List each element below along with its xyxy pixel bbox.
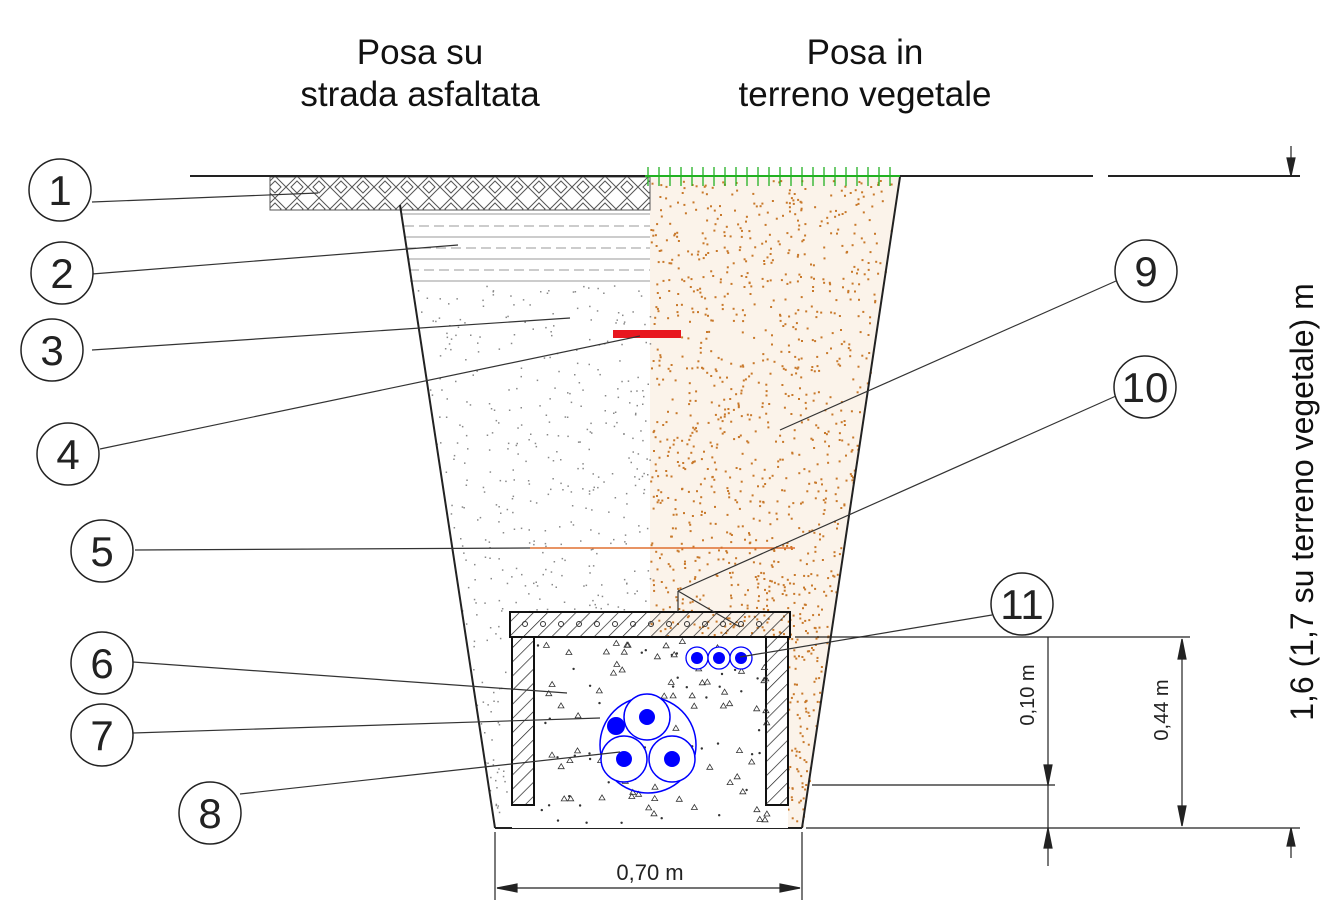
callout-7: 7: [70, 703, 134, 767]
callout-10: 10: [1113, 355, 1177, 419]
title-asphalt-line1: Posa su: [356, 33, 484, 72]
title-asphalt-road: Posa su strada asfaltata: [250, 32, 590, 116]
duct-cover-slab: [509, 611, 791, 638]
callout-label-7: 7: [90, 712, 113, 759]
dim-width-label: 0,70 m: [616, 860, 683, 885]
binder-layer: [402, 213, 650, 282]
dim-duct-height-label: 0,44 m: [1151, 679, 1173, 740]
callout-label-11: 11: [1000, 581, 1044, 628]
asphalt-layer: [269, 176, 651, 211]
callout-label-9: 9: [1134, 248, 1157, 295]
title-vegetal-line1: Posa in: [806, 33, 924, 72]
leader-lines: [91, 192, 1117, 795]
title-asphalt-line2: strada asfaltata: [300, 75, 540, 114]
grass-surface: [645, 167, 900, 186]
callout-9: 9: [1114, 239, 1178, 303]
callouts: 1 2 3 4 5 6 7 8 9 10 11: [20, 158, 1178, 845]
callout-label-3: 3: [40, 327, 63, 374]
callout-label-2: 2: [50, 250, 73, 297]
callout-5: 5: [70, 519, 134, 583]
marker-tape: [613, 330, 681, 338]
callout-11: 11: [990, 572, 1054, 636]
callout-6: 6: [70, 631, 134, 695]
callout-1: 1: [28, 158, 92, 222]
duct-right-wall: [765, 636, 789, 806]
dim-cover-label: 0,10 m: [1017, 664, 1039, 725]
title-vegetal-soil: Posa in terreno vegetale: [690, 32, 1040, 116]
dimension-lines: [494, 146, 1300, 900]
callout-label-1: 1: [48, 167, 71, 214]
cable-group: [599, 646, 753, 794]
callout-label-10: 10: [1122, 364, 1169, 411]
callout-4: 4: [36, 422, 100, 486]
callout-3: 3: [20, 318, 84, 382]
callout-label-8: 8: [198, 790, 221, 837]
callout-8: 8: [178, 781, 242, 845]
callout-label-6: 6: [90, 640, 113, 687]
callout-label-4: 4: [56, 431, 79, 478]
callout-2: 2: [30, 241, 94, 305]
callout-label-5: 5: [90, 528, 113, 575]
dim-depth-label: 1,6 (1,7 su terreno vegetale) m: [1284, 283, 1320, 721]
title-vegetal-line2: terreno vegetale: [738, 75, 992, 114]
